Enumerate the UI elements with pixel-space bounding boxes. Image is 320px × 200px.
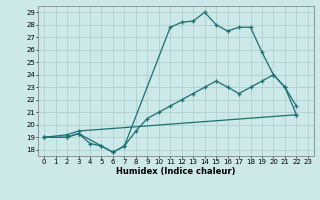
X-axis label: Humidex (Indice chaleur): Humidex (Indice chaleur): [116, 167, 236, 176]
